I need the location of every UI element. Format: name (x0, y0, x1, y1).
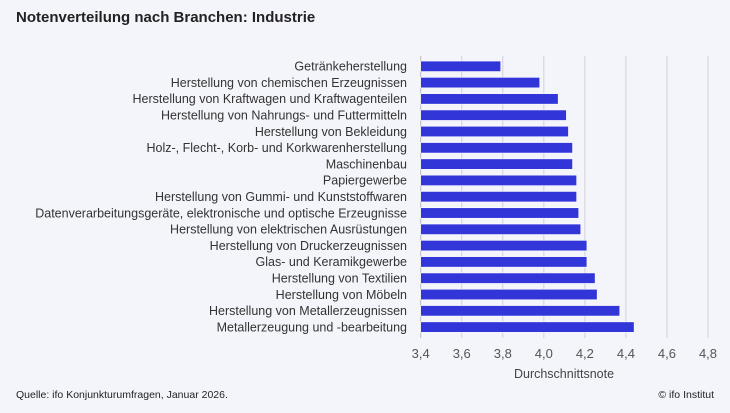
x-tick-label: 3,6 (453, 346, 471, 361)
bar (420, 207, 580, 219)
x-tick-label: 3,8 (494, 346, 512, 361)
x-tick-label: 4,0 (535, 346, 553, 361)
category-label: Maschinenbau (326, 157, 407, 171)
bar (420, 272, 596, 284)
category-label: Herstellung von Druckerzeugnissen (210, 239, 407, 253)
category-label: Herstellung von Kraftwagen und Kraftwage… (133, 92, 408, 106)
bar (420, 305, 621, 317)
category-label: Herstellung von Textilien (272, 272, 407, 286)
x-tick-label: 4,6 (658, 346, 676, 361)
bar (420, 288, 598, 301)
bar (420, 142, 573, 154)
bar (420, 125, 569, 138)
category-label: Datenverarbeitungsgeräte, elektronische … (35, 206, 407, 220)
x-tick-label: 4,4 (617, 346, 635, 361)
category-label: Herstellung von Nahrungs- und Futtermitt… (161, 109, 407, 123)
copyright: © ifo Institut (658, 389, 714, 401)
x-axis-label: Durchschnittsnote (514, 367, 614, 381)
bar (420, 191, 577, 203)
category-label: Herstellung von elektrischen Ausrüstunge… (170, 223, 407, 237)
bar (420, 109, 567, 121)
bar (420, 174, 577, 186)
x-tick-label: 4,8 (699, 346, 717, 361)
category-label: Holz-, Flecht-, Korb- und Korkwarenherst… (146, 141, 407, 155)
category-label: Herstellung von Möbeln (276, 288, 407, 302)
source-note: Quelle: ifo Konjunkturumfragen, Januar 2… (16, 389, 228, 401)
bar (420, 60, 502, 72)
x-tick-label: 4,2 (576, 346, 594, 361)
category-label: Herstellung von Metallerzeugnissen (209, 304, 407, 318)
category-label: Getränkeherstellung (294, 60, 407, 74)
bar (420, 240, 588, 252)
category-label: Herstellung von Gummi- und Kunststoffwar… (155, 190, 407, 204)
bar (420, 158, 573, 170)
bar (420, 93, 559, 105)
x-tick-label: 3,4 (412, 346, 430, 361)
bar (420, 321, 635, 333)
chart-title: Notenverteilung nach Branchen: Industrie (16, 9, 316, 26)
bar (420, 223, 582, 235)
category-label: Papiergewerbe (323, 174, 407, 188)
category-label: Herstellung von chemischen Erzeugnissen (171, 76, 407, 90)
category-label: Herstellung von Bekleidung (255, 125, 407, 139)
bar (420, 77, 541, 89)
category-label: Metallerzeugung und -bearbeitung (217, 320, 407, 334)
bar (420, 256, 588, 268)
category-label: Glas- und Keramikgewerbe (256, 255, 408, 269)
